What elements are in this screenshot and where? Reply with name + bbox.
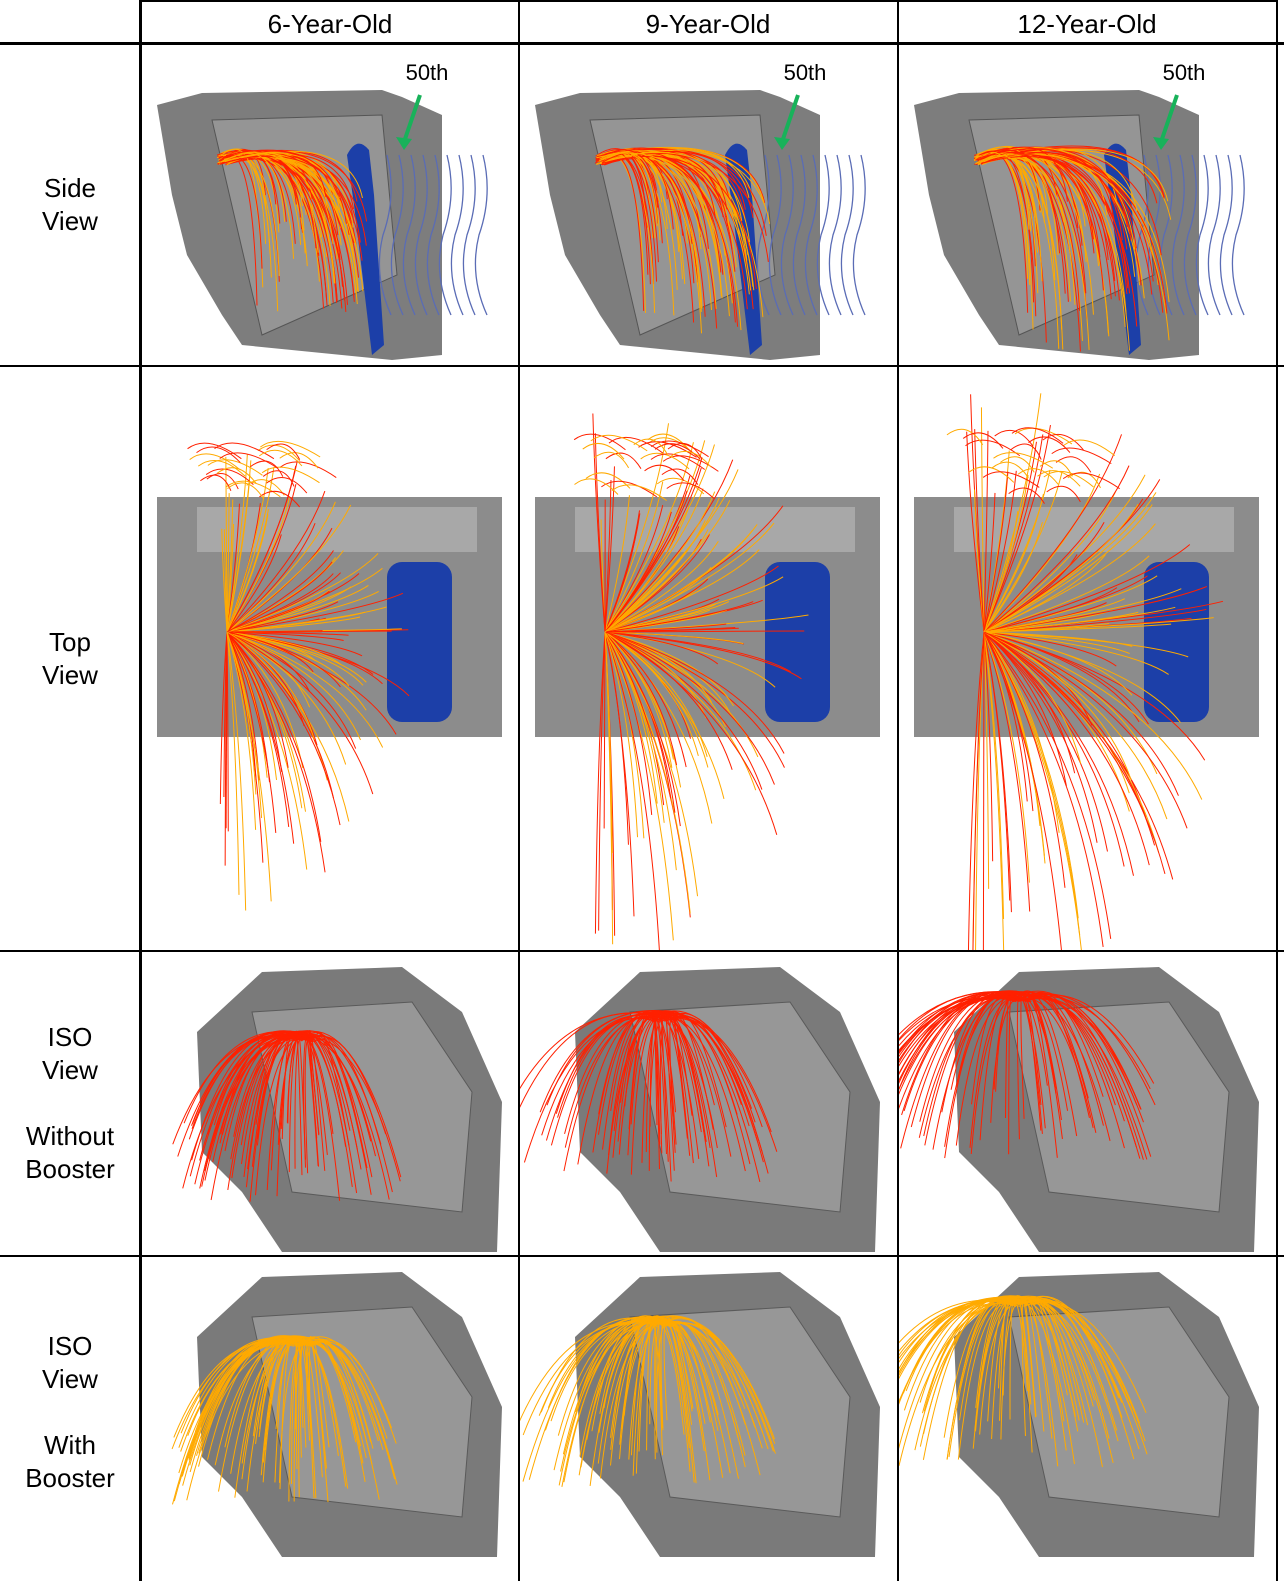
column-header: 9-Year-Old (520, 0, 896, 43)
label-line: Top (49, 626, 91, 659)
row-label: TopView (0, 367, 140, 950)
trajectory (662, 469, 698, 485)
label-line: Booster (25, 1153, 115, 1186)
label-line: ISO (48, 1021, 93, 1054)
label-line: View (42, 659, 98, 692)
cell-image (899, 952, 1275, 1255)
occupant (387, 562, 452, 722)
cell-image (520, 952, 896, 1255)
rule (1276, 0, 1278, 1581)
cell-image: 50th (142, 45, 518, 365)
label-line: Booster (25, 1462, 115, 1495)
annotation: 50th (406, 60, 449, 85)
reference-line (853, 155, 865, 315)
door-panel (575, 507, 855, 552)
cell-image (899, 1257, 1275, 1568)
trajectory (280, 462, 337, 478)
label-line: View (42, 205, 98, 238)
reference-line (841, 155, 853, 315)
trajectory (963, 433, 1003, 449)
reference-line (829, 155, 841, 315)
trajectory (983, 632, 984, 950)
cell-image (520, 367, 896, 950)
trajectory (266, 477, 306, 493)
trajectory (583, 443, 624, 459)
cell-image (142, 367, 518, 950)
cell-image (520, 1257, 896, 1568)
row-label: ISOView WithoutBooster (0, 952, 140, 1255)
reference-line (475, 155, 487, 315)
label-line: View (42, 1363, 98, 1396)
trajectory (601, 481, 656, 497)
column-header: 12-Year-Old (899, 0, 1275, 43)
reference-line (1232, 155, 1244, 315)
trajectory (1000, 457, 1034, 473)
reference-line (451, 155, 463, 315)
label-line: View (42, 1054, 98, 1087)
label-line: ISO (48, 1330, 93, 1363)
trajectory (260, 441, 320, 457)
door-panel (954, 507, 1234, 552)
reference-line (463, 155, 475, 315)
figure-table: 6-Year-Old9-Year-Old12-Year-OldSideViewT… (0, 0, 1288, 1581)
trajectory (594, 452, 629, 468)
column-header: 6-Year-Old (142, 0, 518, 43)
trajectory (1040, 461, 1072, 477)
label-line: Without (26, 1120, 114, 1153)
trajectory (1056, 457, 1091, 473)
trajectory (1012, 428, 1063, 444)
reference-line (1208, 155, 1220, 315)
trajectory (965, 440, 1019, 456)
cell-image: 50th (899, 45, 1275, 365)
annotation: 50th (784, 60, 827, 85)
label-line: With (44, 1429, 96, 1462)
cell-image: 50th (520, 45, 896, 365)
cell-image (142, 952, 518, 1255)
occupant (1144, 562, 1209, 722)
occupant (765, 562, 830, 722)
reference-line (1220, 155, 1232, 315)
trajectory (220, 453, 278, 469)
annotation: 50th (1163, 60, 1206, 85)
trajectory (1043, 434, 1084, 450)
cell-image (142, 1257, 518, 1568)
cell-image (899, 367, 1275, 950)
row-label: ISOView WithBooster (0, 1257, 140, 1568)
label-line: Side (44, 172, 96, 205)
row-label: SideView (0, 45, 140, 365)
